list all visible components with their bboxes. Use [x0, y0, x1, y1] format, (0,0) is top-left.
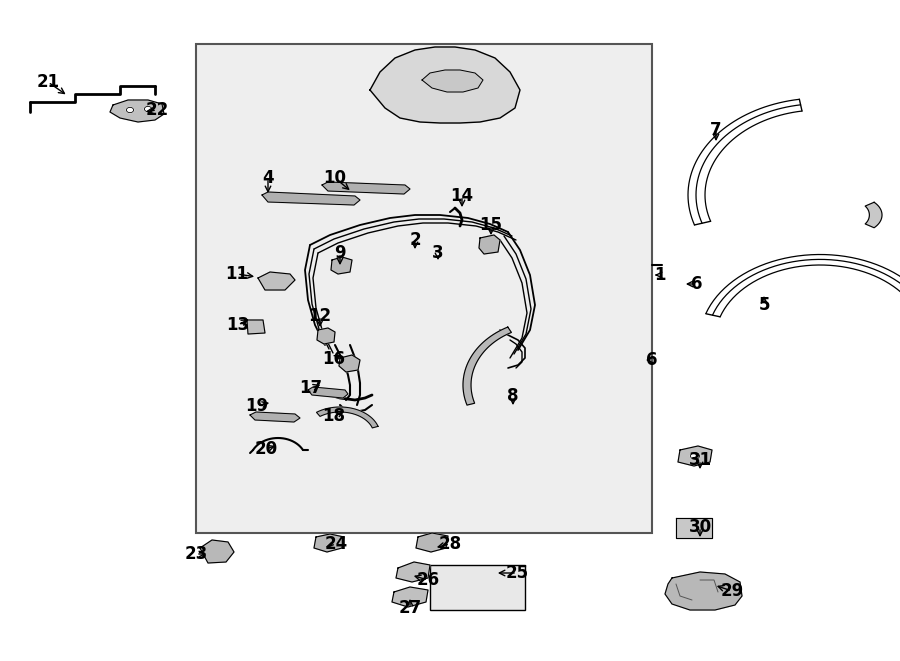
Text: 29: 29 — [720, 582, 743, 600]
Polygon shape — [422, 70, 483, 92]
Bar — [430, 565, 525, 610]
Text: 19: 19 — [246, 397, 268, 415]
Text: 11: 11 — [226, 265, 248, 283]
Text: 10: 10 — [323, 169, 346, 187]
Polygon shape — [370, 47, 520, 123]
Polygon shape — [665, 572, 742, 610]
Polygon shape — [865, 202, 882, 228]
Text: 31: 31 — [688, 451, 712, 469]
Text: 22: 22 — [146, 101, 168, 119]
Polygon shape — [250, 412, 300, 422]
Text: 18: 18 — [322, 407, 346, 425]
Circle shape — [690, 453, 699, 459]
Polygon shape — [258, 272, 295, 290]
Text: 4: 4 — [262, 169, 274, 187]
Text: 2: 2 — [410, 231, 421, 249]
Text: 5: 5 — [758, 296, 770, 314]
Text: 14: 14 — [450, 187, 473, 205]
Text: 17: 17 — [300, 379, 322, 397]
Polygon shape — [678, 446, 712, 466]
Bar — [196, 44, 652, 533]
Text: 6: 6 — [691, 275, 703, 293]
Polygon shape — [416, 533, 448, 552]
Text: 23: 23 — [184, 545, 208, 563]
Polygon shape — [331, 257, 352, 274]
Text: 27: 27 — [399, 599, 421, 617]
Polygon shape — [314, 534, 344, 552]
Polygon shape — [676, 518, 712, 538]
Circle shape — [144, 106, 151, 112]
Polygon shape — [308, 387, 348, 398]
Circle shape — [126, 107, 133, 112]
Text: 25: 25 — [506, 564, 528, 582]
Text: 8: 8 — [508, 387, 518, 405]
Polygon shape — [317, 407, 378, 428]
Text: 6: 6 — [646, 351, 658, 369]
Text: 1: 1 — [654, 266, 666, 284]
Polygon shape — [262, 192, 360, 205]
Polygon shape — [247, 320, 265, 334]
Text: 20: 20 — [255, 440, 277, 458]
Text: 3: 3 — [432, 244, 444, 262]
Polygon shape — [463, 327, 511, 405]
Text: 7: 7 — [710, 121, 722, 139]
Polygon shape — [479, 235, 500, 254]
Text: 9: 9 — [334, 244, 346, 262]
Polygon shape — [322, 182, 410, 194]
Text: 26: 26 — [417, 571, 439, 589]
Text: 24: 24 — [324, 535, 347, 553]
Polygon shape — [339, 355, 360, 372]
Text: 16: 16 — [322, 350, 346, 368]
Polygon shape — [396, 562, 430, 582]
Text: 30: 30 — [688, 518, 712, 536]
Polygon shape — [200, 540, 234, 563]
Text: 12: 12 — [309, 307, 331, 325]
Polygon shape — [110, 100, 164, 122]
Polygon shape — [392, 587, 428, 607]
Text: 13: 13 — [227, 316, 249, 334]
Text: 21: 21 — [36, 73, 59, 91]
Polygon shape — [317, 328, 335, 344]
Text: 28: 28 — [438, 535, 462, 553]
Text: 15: 15 — [480, 216, 502, 234]
